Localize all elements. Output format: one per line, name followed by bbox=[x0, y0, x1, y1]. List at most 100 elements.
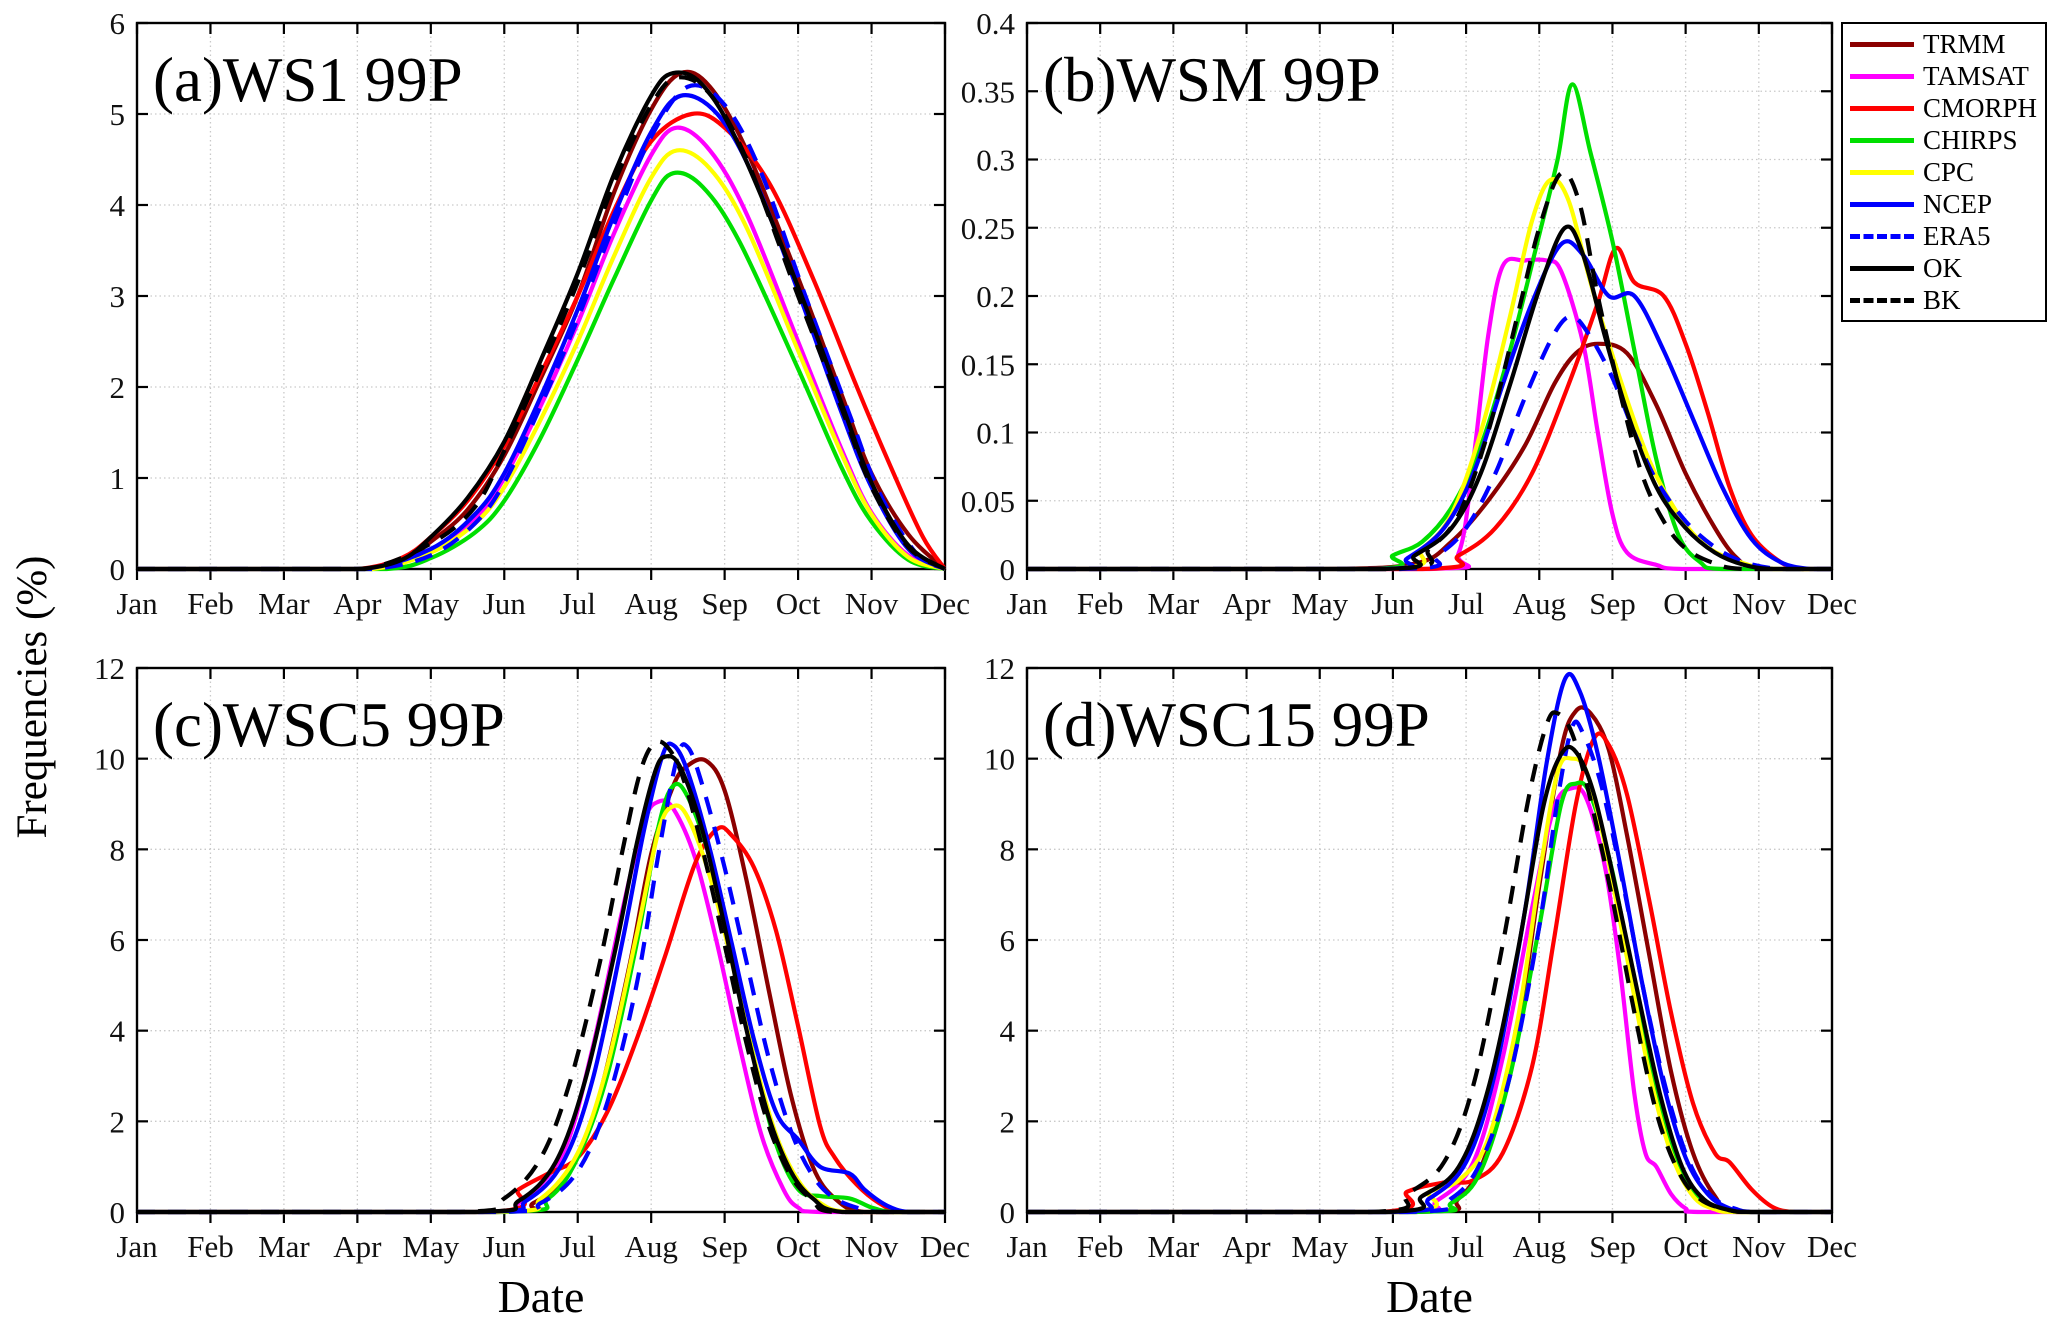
y-tick-label: 12 bbox=[94, 651, 125, 686]
x-tick-label: May bbox=[402, 586, 459, 621]
series-ERA5 bbox=[137, 83, 946, 572]
y-tick-label: 6 bbox=[1000, 923, 1016, 958]
x-tick-label: Mar bbox=[258, 1229, 310, 1264]
x-tick-label: Jun bbox=[1371, 586, 1415, 621]
x-tick-label: Oct bbox=[1663, 1229, 1708, 1264]
legend-item-CHIRPS: CHIRPS bbox=[1850, 124, 2045, 155]
series-CMORPH bbox=[137, 825, 945, 1215]
y-tick-label: 4 bbox=[110, 1014, 126, 1049]
legend-line-sample bbox=[1850, 297, 1914, 303]
x-tick-label: May bbox=[1291, 1229, 1348, 1264]
x-tick-label: Jul bbox=[560, 586, 596, 621]
legend-label: CMORPH bbox=[1923, 92, 2038, 123]
y-tick-label: 0.05 bbox=[961, 484, 1015, 519]
legend-line-sample bbox=[1850, 137, 1914, 143]
legend-label: NCEP bbox=[1923, 188, 1993, 219]
y-tick-label: 10 bbox=[94, 742, 125, 777]
legend-item-TRMM: TRMM bbox=[1850, 28, 2045, 59]
series-TAMSAT bbox=[137, 798, 945, 1215]
x-tick-label: Feb bbox=[1077, 586, 1124, 621]
legend-label: TRMM bbox=[1923, 28, 2006, 59]
y-tick-label: 0.15 bbox=[961, 347, 1015, 382]
series-TRMM bbox=[1027, 705, 1832, 1215]
y-axis-label: Frequencies (%) bbox=[9, 555, 56, 839]
series-OK bbox=[137, 753, 945, 1215]
panel-title: (a)WS1 99P bbox=[153, 45, 463, 115]
y-tick-label: 6 bbox=[110, 6, 126, 41]
x-tick-label: Apr bbox=[333, 586, 382, 621]
x-tick-label: Aug bbox=[1513, 1229, 1566, 1264]
y-tick-label: 2 bbox=[1000, 1104, 1016, 1139]
legend-line-sample bbox=[1850, 41, 1914, 47]
y-tick-label: 4 bbox=[1000, 1014, 1016, 1049]
x-tick-label: Jul bbox=[1448, 586, 1484, 621]
x-tick-label: Feb bbox=[187, 1229, 234, 1264]
x-tick-label: Sep bbox=[701, 1229, 748, 1264]
x-tick-label: Jul bbox=[1448, 1229, 1484, 1264]
series-BK bbox=[137, 739, 945, 1215]
legend-item-TAMSAT: TAMSAT bbox=[1850, 60, 2045, 91]
legend-item-CPC: CPC bbox=[1850, 156, 2045, 187]
panel-title: (c)WSC5 99P bbox=[153, 690, 505, 760]
y-tick-label: 6 bbox=[110, 923, 126, 958]
series-CPC bbox=[137, 148, 946, 572]
series-CHIRPS bbox=[137, 170, 946, 572]
y-tick-label: 0.4 bbox=[976, 6, 1015, 41]
legend-item-BK: BK bbox=[1850, 284, 2045, 315]
legend-item-OK: OK bbox=[1850, 254, 2045, 282]
x-tick-label: Apr bbox=[1222, 1229, 1271, 1264]
x-tick-label: Jan bbox=[116, 1229, 158, 1264]
y-tick-label: 0.2 bbox=[976, 279, 1015, 314]
x-tick-label: Dec bbox=[1807, 586, 1857, 621]
series-OK bbox=[1027, 224, 1832, 572]
y-tick-label: 2 bbox=[110, 370, 126, 405]
legend-label: TAMSAT bbox=[1923, 60, 2029, 91]
x-tick-label: Aug bbox=[624, 1229, 677, 1264]
series-TRMM bbox=[137, 757, 945, 1215]
x-tick-label: Jan bbox=[116, 586, 158, 621]
series-ERA5 bbox=[1027, 719, 1832, 1215]
x-tick-label: Nov bbox=[1732, 1229, 1786, 1264]
x-tick-label: Jun bbox=[1371, 1229, 1415, 1264]
legend-line-sample bbox=[1850, 265, 1914, 271]
legend-item-NCEP: NCEP bbox=[1850, 188, 2045, 219]
legend-label: BK bbox=[1923, 284, 1961, 315]
panel-title: (d)WSC15 99P bbox=[1043, 690, 1430, 760]
panel-title: (b)WSM 99P bbox=[1043, 45, 1381, 115]
panel-d: Jan Feb Mar Apr May Jun Jul Aug Sep Oct Nov Dec 0 2 4 6… bbox=[984, 651, 1857, 1264]
x-tick-label: Mar bbox=[1148, 586, 1200, 621]
x-tick-label: Apr bbox=[333, 1229, 382, 1264]
y-tick-label: 0 bbox=[1000, 1195, 1016, 1230]
series-CHIRPS bbox=[137, 781, 945, 1215]
x-tick-label: Oct bbox=[776, 586, 821, 621]
series-ERA5 bbox=[1027, 314, 1832, 572]
series-OK bbox=[137, 70, 946, 572]
series-NCEP bbox=[137, 741, 945, 1215]
x-tick-label: Aug bbox=[624, 586, 677, 621]
y-tick-label: 0.35 bbox=[961, 74, 1015, 109]
legend-label: CPC bbox=[1923, 156, 1975, 187]
series-NCEP bbox=[1027, 239, 1832, 572]
legend-line-sample bbox=[1850, 233, 1914, 239]
y-tick-label: 0 bbox=[110, 1195, 126, 1230]
x-tick-label: Nov bbox=[1732, 586, 1786, 621]
panel-c: Jan Feb Mar Apr May Jun Jul Aug Sep Oct Nov Dec 0 2 4 6… bbox=[94, 651, 970, 1264]
series-BK bbox=[1027, 710, 1832, 1215]
y-tick-label: 0.25 bbox=[961, 211, 1015, 246]
y-tick-label: 0 bbox=[1000, 552, 1016, 587]
series-TRMM bbox=[137, 69, 946, 572]
y-tick-label: 8 bbox=[110, 832, 126, 867]
x-tick-label: Dec bbox=[1807, 1229, 1857, 1264]
y-tick-label: 10 bbox=[984, 742, 1015, 777]
x-tick-label: Dec bbox=[920, 586, 970, 621]
y-tick-label: 12 bbox=[984, 651, 1015, 686]
series-NCEP bbox=[137, 93, 946, 572]
y-tick-label: 4 bbox=[110, 188, 126, 223]
legend-label: CHIRPS bbox=[1923, 124, 2018, 155]
x-tick-label: Dec bbox=[920, 1229, 970, 1264]
series-NCEP bbox=[1027, 672, 1832, 1215]
series-BK bbox=[137, 75, 946, 572]
x-tick-label: Jan bbox=[1006, 1229, 1048, 1264]
x-tick-label: Jan bbox=[1006, 586, 1048, 621]
